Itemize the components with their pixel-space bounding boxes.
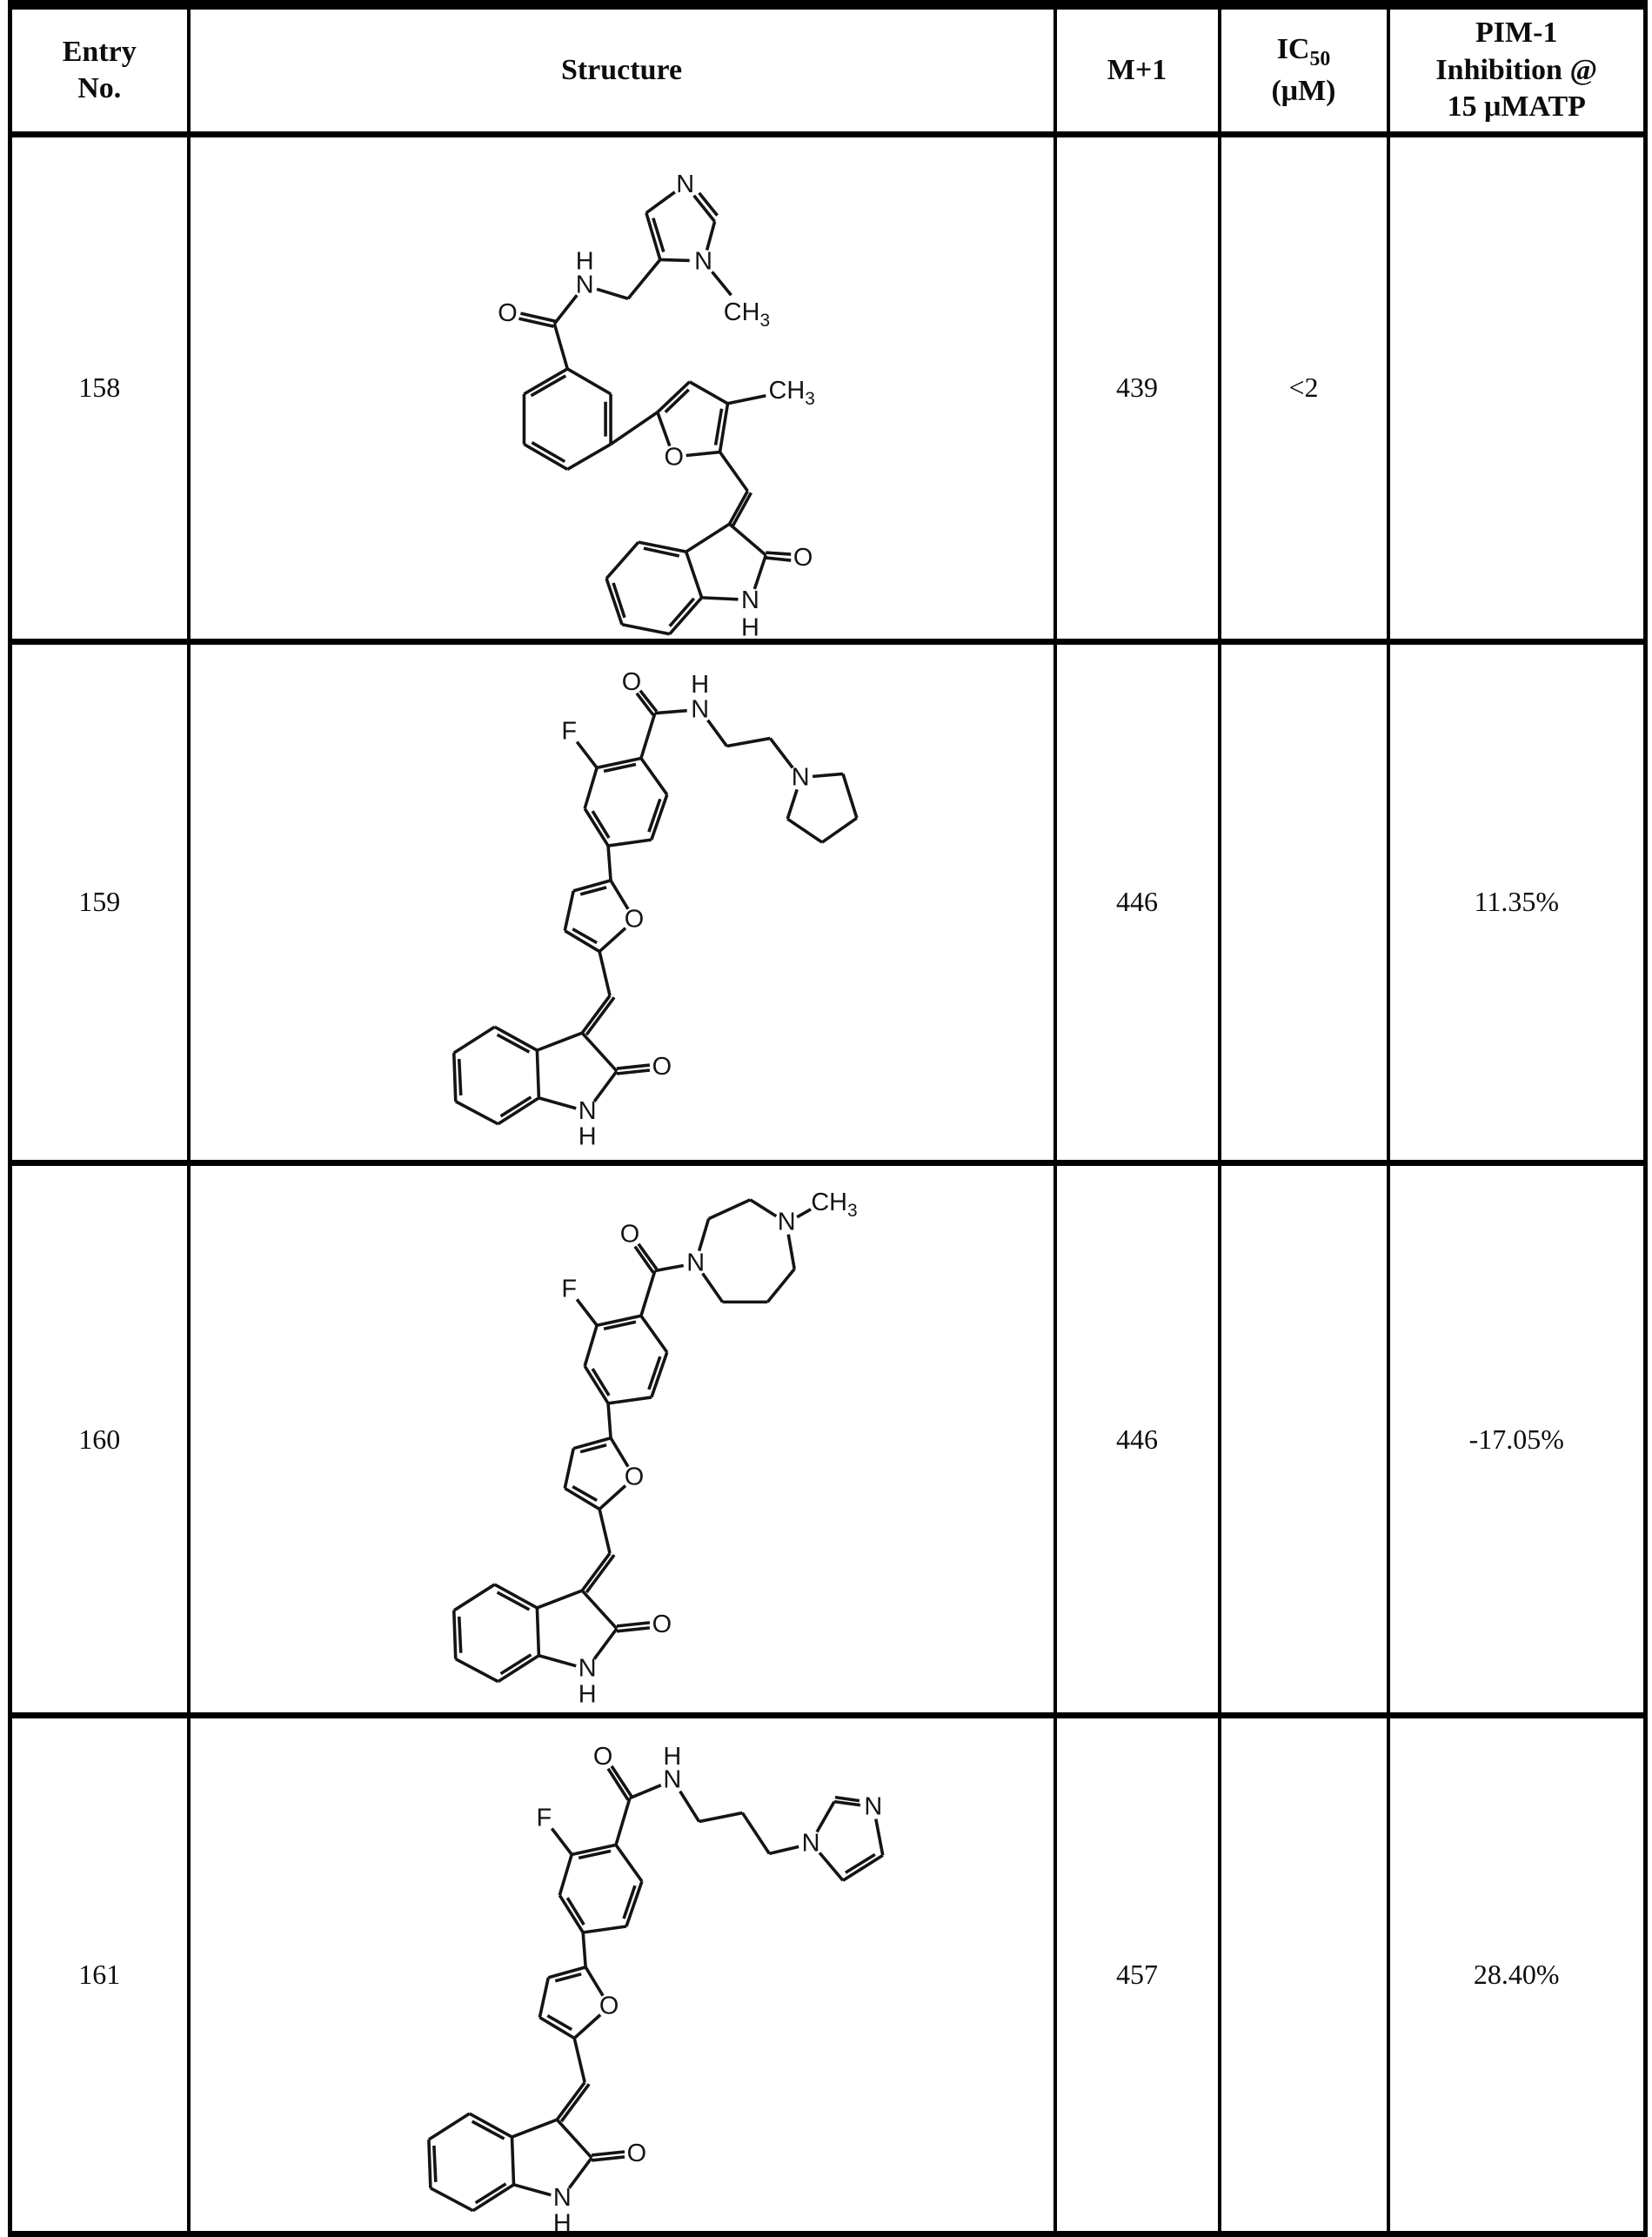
svg-text:H: H (663, 1743, 681, 1771)
svg-text:O: O (624, 905, 643, 933)
compound-table: Entry No. Structure M+1 IC50 (μM) PIM-1 … (8, 0, 1648, 2237)
svg-text:F: F (536, 1804, 552, 1832)
svg-text:O: O (498, 299, 517, 327)
header-pim-line2: Inhibition @ (1435, 53, 1598, 86)
svg-text:O: O (621, 667, 640, 695)
m1-cell: 446 (1053, 1161, 1221, 1718)
svg-text:N: N (552, 2184, 571, 2212)
header-m1-label: M+1 (1107, 53, 1167, 86)
svg-text:F: F (561, 717, 577, 745)
svg-text:N: N (791, 763, 809, 791)
header-structure: Structure (186, 3, 1057, 137)
svg-text:O: O (592, 1743, 612, 1771)
header-ic50: IC50 (μM) (1217, 3, 1390, 137)
svg-text:O: O (793, 544, 812, 572)
svg-text:O: O (619, 1221, 639, 1249)
entry-no-cell: 160 (8, 1161, 191, 1718)
inhibition-cell: 11.35% (1386, 640, 1648, 1167)
ic50-cell: <2 (1217, 132, 1390, 645)
header-entry-line1: Entry (62, 35, 137, 68)
svg-text:N: N (864, 1792, 882, 1820)
inhibition-cell: -17.05% (1386, 1161, 1648, 1718)
svg-text:H: H (552, 2209, 571, 2231)
svg-text:N: N (801, 1829, 819, 1857)
svg-text:H: H (578, 1122, 596, 1150)
header-pim-line3: 15 μMATP (1447, 90, 1586, 124)
table-row-158: 158 N N CH3 H N O CH3 O O N H 439 <2 (8, 132, 1648, 645)
svg-text:O: O (599, 1992, 618, 2019)
svg-text:N: N (691, 695, 709, 723)
svg-text:H: H (740, 614, 759, 639)
m1-cell: 439 (1053, 132, 1221, 645)
inhibition-cell: 28.40% (1386, 1713, 1648, 2237)
svg-text:O: O (652, 1053, 671, 1081)
svg-text:O: O (652, 1611, 671, 1638)
svg-text:H: H (575, 247, 593, 275)
svg-text:N: N (777, 1209, 795, 1236)
svg-text:F: F (561, 1276, 577, 1303)
ic50-cell (1217, 640, 1390, 1167)
svg-text:N: N (686, 1249, 705, 1277)
svg-text:N: N (663, 1765, 681, 1793)
svg-text:N: N (740, 586, 759, 614)
svg-text:O: O (626, 2140, 645, 2167)
svg-text:H: H (578, 1681, 596, 1709)
entry-no-cell: 159 (8, 640, 191, 1167)
table-row-160: 160 O N N CH3 F O O N H 446 -17.05% (8, 1161, 1648, 1718)
svg-text:O: O (624, 1463, 643, 1491)
header-pim1-inhibition: PIM-1 Inhibition @ 15 μMATP (1386, 3, 1648, 137)
svg-text:N: N (676, 171, 694, 198)
header-row: Entry No. Structure M+1 IC50 (μM) PIM-1 … (8, 3, 1648, 137)
svg-text:N: N (578, 1097, 596, 1125)
structure-cell: O N N CH3 F O O N H (186, 1161, 1057, 1718)
entry-no-cell: 161 (8, 1713, 191, 2237)
entry-no-cell: 158 (8, 132, 191, 645)
svg-text:CH3: CH3 (811, 1189, 857, 1220)
m1-cell: 446 (1053, 640, 1221, 1167)
ic50-cell (1217, 1161, 1390, 1718)
svg-text:H: H (691, 670, 709, 698)
header-m1: M+1 (1053, 3, 1221, 137)
ic50-cell (1217, 1713, 1390, 2237)
header-ic50-unit: (μM) (1271, 74, 1336, 107)
svg-text:CH3: CH3 (723, 298, 769, 330)
structure-cell: N N CH3 H N O CH3 O O N H (186, 132, 1057, 645)
header-entry-line2: No. (77, 72, 122, 104)
header-entry-no: Entry No. (8, 3, 191, 137)
header-ic50-label: IC50 (1276, 32, 1331, 70)
svg-text:O: O (664, 444, 683, 472)
svg-text:N: N (694, 247, 712, 275)
header-pim-line1: PIM-1 (1475, 17, 1558, 50)
svg-text:CH3: CH3 (768, 377, 814, 408)
header-structure-label: Structure (560, 53, 683, 86)
m1-cell: 457 (1053, 1713, 1221, 2237)
svg-text:N: N (575, 271, 593, 298)
svg-text:N: N (578, 1655, 596, 1683)
inhibition-cell (1386, 132, 1648, 645)
